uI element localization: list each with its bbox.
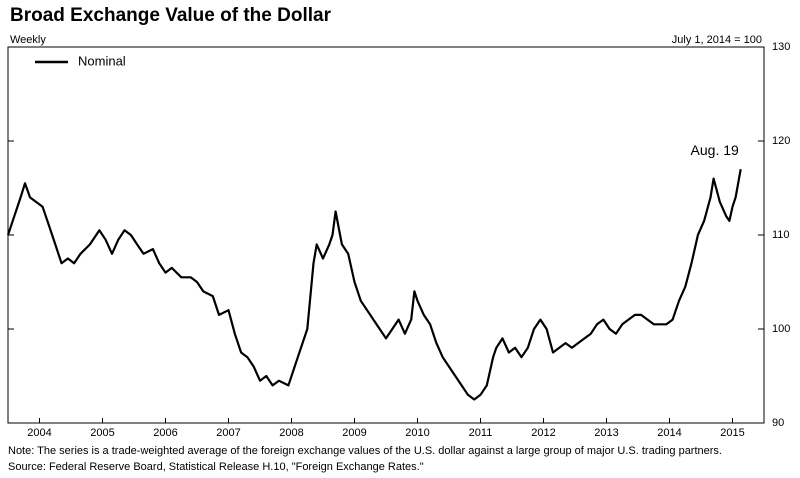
x-tick-label: 2015 bbox=[720, 427, 744, 439]
y-tick-label: 130 bbox=[772, 41, 790, 53]
y-tick-label: 90 bbox=[772, 417, 784, 429]
series-line bbox=[6, 169, 742, 401]
x-tick-label: 2012 bbox=[531, 427, 555, 439]
y-axis-label: July 1, 2014 = 100 bbox=[672, 34, 762, 46]
x-tick-label: 2004 bbox=[27, 427, 51, 439]
subtitle: Weekly bbox=[10, 34, 46, 46]
y-tick-label: 100 bbox=[772, 323, 790, 335]
x-tick-label: 2005 bbox=[90, 427, 114, 439]
note: Note: The series is a trade-weighted ave… bbox=[8, 445, 722, 457]
x-tick-label: 2009 bbox=[342, 427, 366, 439]
y-tick-label: 120 bbox=[772, 135, 790, 147]
x-tick-label: 2011 bbox=[469, 427, 493, 439]
x-tick-label: 2013 bbox=[594, 427, 618, 439]
x-tick-label: 2006 bbox=[153, 427, 177, 439]
chart-title: Broad Exchange Value of the Dollar bbox=[10, 5, 332, 26]
x-tick-label: 2007 bbox=[216, 427, 240, 439]
source: Source: Federal Reserve Board, Statistic… bbox=[8, 461, 424, 473]
x-tick-label: 2008 bbox=[279, 427, 303, 439]
annotation: Aug. 19 bbox=[691, 142, 739, 158]
legend-label: Nominal bbox=[78, 53, 126, 68]
x-tick-label: 2014 bbox=[657, 427, 681, 439]
x-tick-label: 2010 bbox=[405, 427, 429, 439]
y-tick-label: 110 bbox=[772, 229, 790, 241]
